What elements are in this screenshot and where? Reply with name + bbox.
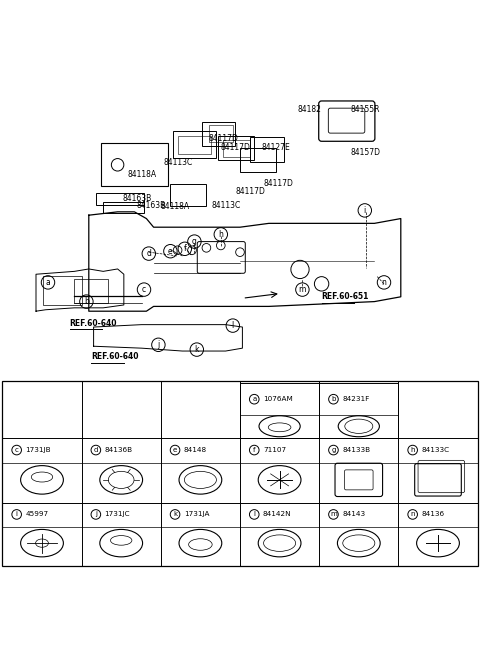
Text: 84136B: 84136B: [105, 447, 132, 453]
Text: 84133C: 84133C: [421, 447, 449, 453]
Text: 71107: 71107: [263, 447, 286, 453]
Text: n: n: [382, 278, 386, 287]
Text: m: m: [299, 285, 306, 294]
Text: i: i: [364, 206, 366, 215]
Text: m: m: [330, 512, 337, 518]
Text: 84117D: 84117D: [264, 180, 294, 188]
Text: 1731JC: 1731JC: [105, 512, 130, 518]
Text: c: c: [15, 447, 19, 453]
Text: REF.60-640: REF.60-640: [91, 352, 139, 361]
Text: 84148: 84148: [184, 447, 207, 453]
Text: k: k: [194, 345, 199, 354]
Text: 1731JB: 1731JB: [25, 447, 51, 453]
Text: 84118A: 84118A: [161, 202, 190, 211]
Text: h: h: [410, 447, 415, 453]
Text: 84157D: 84157D: [350, 148, 380, 157]
Text: 84163B: 84163B: [122, 194, 152, 203]
Text: g: g: [331, 447, 336, 453]
Text: 84117D: 84117D: [221, 144, 251, 152]
Text: 84231F: 84231F: [342, 396, 369, 402]
Text: d: d: [94, 447, 98, 453]
Text: 84182: 84182: [298, 105, 322, 114]
Text: 84113C: 84113C: [163, 158, 192, 167]
Text: 1731JA: 1731JA: [184, 512, 209, 518]
Text: e: e: [173, 447, 177, 453]
Text: l: l: [232, 321, 234, 330]
Text: 84142N: 84142N: [263, 512, 291, 518]
Text: l: l: [253, 512, 255, 518]
Text: 84127E: 84127E: [262, 144, 290, 152]
Text: 84113C: 84113C: [211, 201, 240, 210]
Text: f: f: [253, 447, 255, 453]
Text: 84155R: 84155R: [350, 105, 380, 114]
Text: 84117D: 84117D: [235, 187, 265, 195]
Text: i: i: [16, 512, 18, 518]
Text: n: n: [410, 512, 415, 518]
Text: b: b: [84, 297, 89, 306]
Text: j: j: [157, 340, 159, 349]
Text: f: f: [183, 244, 186, 253]
Text: b: b: [331, 396, 336, 402]
Text: h: h: [218, 230, 223, 239]
Text: REF.60-640: REF.60-640: [70, 319, 117, 328]
Text: 84143: 84143: [342, 512, 365, 518]
Text: REF.60-651: REF.60-651: [322, 293, 369, 301]
Text: j: j: [95, 512, 97, 518]
Text: a: a: [46, 278, 50, 287]
Text: 84133B: 84133B: [342, 447, 370, 453]
Text: g: g: [192, 237, 197, 246]
Text: 1076AM: 1076AM: [263, 396, 293, 402]
Text: 84163B: 84163B: [137, 201, 166, 210]
Text: 84136: 84136: [421, 512, 444, 518]
Text: 84117D: 84117D: [209, 134, 239, 143]
Text: 84118A: 84118A: [127, 170, 156, 179]
Text: 45997: 45997: [25, 512, 48, 518]
Text: c: c: [142, 285, 146, 294]
Text: d: d: [146, 249, 151, 258]
Text: k: k: [173, 512, 177, 518]
Text: e: e: [168, 247, 173, 256]
Text: a: a: [252, 396, 256, 402]
